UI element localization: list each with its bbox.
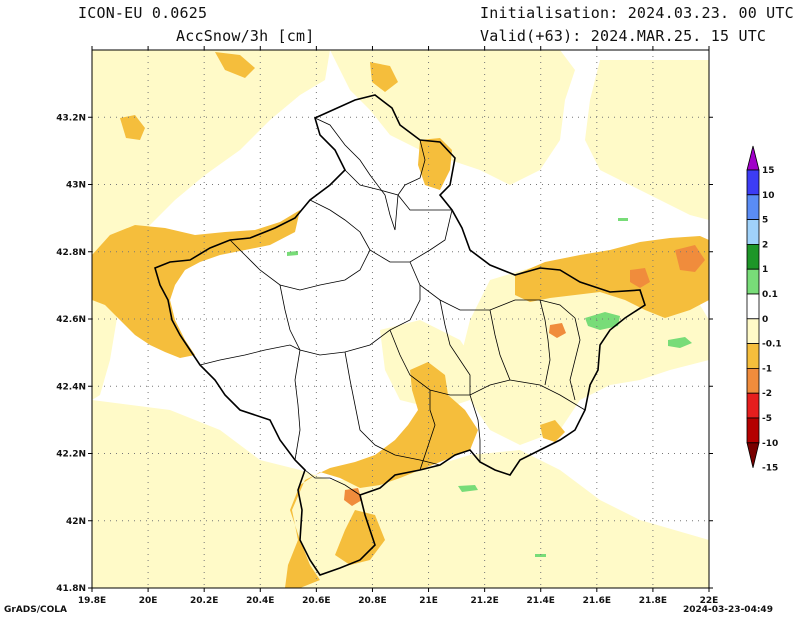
- country-border: [154, 94, 646, 576]
- y-tick-label: 43N: [66, 181, 86, 191]
- x-tick-label: 21.6E: [583, 596, 611, 606]
- colorbar-label: 0.1: [762, 290, 778, 300]
- internal-border-7: [294, 349, 301, 461]
- colorbar-label: 1: [762, 265, 768, 275]
- colorbar-label: -10: [762, 439, 778, 449]
- x-tick-label: 20.8E: [358, 596, 386, 606]
- colorbar: 15 10 5 2 1 0.1 0 -0.1 -1 -2 -5 -10 -15: [746, 145, 782, 474]
- internal-border-11: [439, 299, 471, 395]
- colorbar-segment: [746, 343, 760, 369]
- field-green-2: [668, 337, 692, 348]
- y-tick-label: 41.8N: [56, 584, 86, 594]
- field-amber-west: [92, 210, 300, 358]
- colorbar-segment: [746, 194, 760, 221]
- colorbar-label: 0: [762, 315, 768, 325]
- model-title: ICON-EU 0.0625: [78, 4, 208, 22]
- field-orange-east2: [630, 268, 650, 288]
- y-tick-label: 43.2N: [56, 113, 86, 123]
- field-orange-east: [675, 245, 705, 272]
- internal-border-3: [369, 209, 453, 263]
- internal-border-18: [419, 390, 436, 471]
- internal-border-15: [314, 117, 399, 231]
- y-tick-label: 42.6N: [56, 315, 86, 325]
- internal-border-2: [229, 199, 371, 291]
- footer-right: 2024-03-23-04:49: [683, 605, 773, 615]
- internal-border-12: [489, 309, 511, 381]
- colorbar-segment: [746, 169, 760, 196]
- x-tick-label: 20.6E: [302, 596, 330, 606]
- field-light-west: [92, 50, 330, 400]
- y-tick-label: 42.4N: [56, 382, 86, 392]
- colorbar-label: 2: [762, 240, 768, 250]
- colorbar-label: 15: [762, 166, 775, 176]
- x-tick-label: 21.4E: [527, 596, 555, 606]
- snow-field: [92, 50, 709, 588]
- colorbar-label: -5: [762, 414, 772, 424]
- borders: [154, 94, 646, 576]
- x-tick-label: 21E: [419, 596, 438, 606]
- field-green-1: [585, 312, 620, 330]
- x-tick-label: 21.2E: [470, 596, 498, 606]
- y-tick-label: 42.2N: [56, 450, 86, 460]
- internal-border-16: [397, 139, 426, 196]
- field-amber-se-spot: [540, 420, 565, 442]
- colorbar-segment: [746, 268, 760, 295]
- internal-border-14: [569, 317, 581, 401]
- internal-border-8: [344, 351, 441, 466]
- colorbar-segment: [746, 293, 760, 320]
- colorbar-label: -1: [762, 364, 772, 374]
- x-tick-label: 20.2E: [190, 596, 218, 606]
- field-green-5: [618, 218, 628, 221]
- x-axis: 19.8E 20E 20.2E 20.4E 20.6E 20.8E 21E 21.2E 21.4…: [78, 46, 719, 606]
- init-time: Initialisation: 2024.03.23. 00 UTC: [480, 4, 794, 22]
- colorbar-label: 10: [762, 191, 775, 201]
- colorbar-segment: [746, 417, 760, 444]
- field-amber-nw-spot: [215, 52, 255, 78]
- field-light-south: [92, 400, 709, 588]
- internal-border-6: [199, 344, 301, 366]
- y-tick-label: 42.8N: [56, 248, 86, 258]
- x-tick-label: 20E: [139, 596, 158, 606]
- field-orange-mid: [549, 323, 566, 338]
- field-green-6: [535, 554, 546, 557]
- colorbar-segment: [746, 219, 760, 245]
- footer-left: GrADS/COLA: [4, 605, 67, 615]
- colorbar-top-triangle: [746, 145, 760, 171]
- field-amber-north-ridge: [418, 138, 452, 190]
- variable-title: AccSnow/3h [cm]: [176, 27, 315, 45]
- field-amber-east-band: [515, 236, 709, 318]
- field-amber-ne-spot: [370, 62, 398, 92]
- field-green-4: [287, 251, 298, 256]
- colorbar-segment: [746, 367, 760, 394]
- internal-border-17: [304, 469, 361, 496]
- x-tick-label: 21.8E: [639, 596, 667, 606]
- colorbar-segment: [746, 392, 760, 419]
- field-light-ne: [585, 60, 709, 220]
- field-orange-south: [344, 488, 362, 506]
- colorbar-segment: [746, 243, 760, 270]
- colorbar-label: -0.1: [762, 340, 782, 350]
- y-axis: 41.8N 42N 42.2N 42.4N 42.6N 42.8N 43N 43.2N: [56, 113, 713, 594]
- field-amber-s-lower: [335, 510, 385, 565]
- field-green-3: [458, 485, 478, 492]
- y-tick-label: 42N: [66, 517, 86, 527]
- colorbar-label: -2: [762, 389, 772, 399]
- colorbar-label: -15: [762, 464, 778, 474]
- valid-time: Valid(+63): 2024.MAR.25. 15 UTC: [480, 27, 767, 45]
- internal-border-10: [469, 394, 481, 462]
- x-tick-label: 19.8E: [78, 596, 106, 606]
- field-amber-south-corridor: [285, 362, 478, 588]
- field-amber-w-spot: [120, 115, 145, 140]
- x-tick-label: 22E: [700, 596, 719, 606]
- colorbar-bottom-triangle: [746, 442, 760, 468]
- grid-lines: [92, 50, 709, 588]
- x-tick-label: 20.4E: [246, 596, 274, 606]
- colorbar-label: 5: [762, 216, 768, 226]
- colorbar-segment: [746, 318, 760, 344]
- internal-border-13: [539, 299, 551, 386]
